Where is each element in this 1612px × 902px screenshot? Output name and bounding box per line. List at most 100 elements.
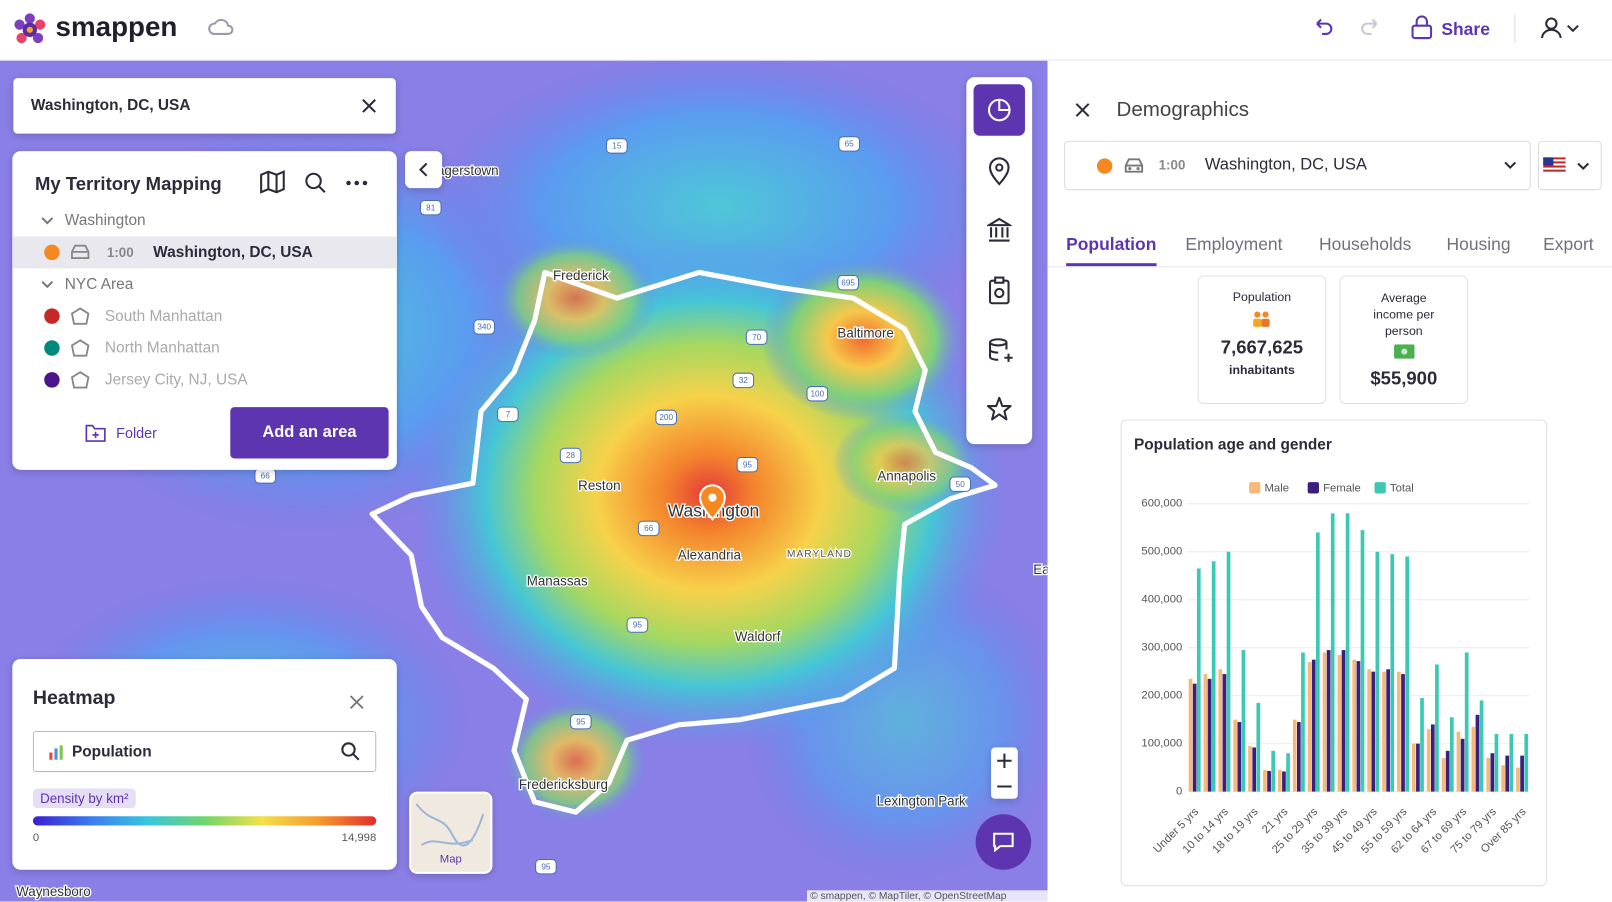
item-name: North Manhattan xyxy=(104,339,220,357)
layer-select[interactable]: Population xyxy=(32,730,377,773)
bar xyxy=(1237,722,1242,792)
polygon-icon xyxy=(70,307,90,325)
tabs: Population Employment Households Housing Exp… xyxy=(1048,0,1612,308)
tab[interactable]: Population xyxy=(1066,234,1157,267)
bar xyxy=(1252,747,1257,792)
area-color xyxy=(1096,158,1113,174)
territory-panel: My Territory Mapping Washington 1:00 Washi… xyxy=(12,151,397,470)
road-number: 28 xyxy=(566,451,576,460)
more-button[interactable] xyxy=(345,179,368,187)
place-label: Ea xyxy=(1033,562,1047,577)
clear-search[interactable] xyxy=(361,98,377,114)
y-tick-label: 200,000 xyxy=(1141,690,1182,702)
group-chevron xyxy=(41,280,54,289)
cloud-icon xyxy=(208,18,234,35)
add-area-button[interactable]: Add an area xyxy=(230,407,389,459)
area-select[interactable]: 1:00 Washington, DC, USA xyxy=(1064,140,1531,191)
tab[interactable]: Export xyxy=(1543,234,1594,254)
report-tool[interactable] xyxy=(987,276,1012,306)
road-number: 695 xyxy=(841,278,855,287)
road-shield xyxy=(570,713,592,730)
place-label: Frederick xyxy=(553,268,609,283)
undo-button[interactable] xyxy=(1311,16,1336,39)
item-color xyxy=(44,340,60,356)
close-demographics[interactable] xyxy=(1074,102,1090,118)
group-header[interactable]: Washington xyxy=(12,205,396,236)
share-button[interactable]: Share xyxy=(1441,19,1490,40)
tab[interactable]: Housing xyxy=(1446,234,1511,254)
thumbnail-label: Map xyxy=(439,853,462,866)
bar xyxy=(1371,671,1376,792)
zoom-buttons[interactable] xyxy=(995,752,1014,795)
zoom-control xyxy=(991,747,1018,799)
logo-icon xyxy=(14,13,46,44)
road-shield xyxy=(473,319,496,335)
location-pin[interactable] xyxy=(699,484,726,521)
tab[interactable]: Households xyxy=(1319,234,1412,254)
y-tick-label: 400,000 xyxy=(1141,594,1182,606)
place-label: MARYLAND xyxy=(787,549,852,560)
country-select[interactable] xyxy=(1537,140,1602,191)
demographics-tool[interactable] xyxy=(973,84,1025,136)
poi-tool[interactable] xyxy=(987,157,1012,186)
bar xyxy=(1330,513,1335,792)
bar xyxy=(1341,650,1346,792)
bar xyxy=(1218,669,1223,792)
search-button[interactable] xyxy=(303,171,328,196)
close-heatmap[interactable] xyxy=(349,694,365,710)
road-number: 95 xyxy=(633,621,643,630)
road-shield xyxy=(806,386,829,402)
territory-item[interactable]: Jersey City, NJ, USA xyxy=(12,364,396,396)
bar xyxy=(1277,770,1282,792)
bar xyxy=(1263,770,1267,792)
folder-button[interactable]: Folder xyxy=(116,424,157,442)
bar xyxy=(1449,717,1454,792)
territory-item[interactable]: North Manhattan xyxy=(12,332,396,364)
item-color xyxy=(44,244,60,261)
road-shield xyxy=(559,447,582,464)
thumbnail-art xyxy=(415,803,485,847)
tab[interactable]: Employment xyxy=(1185,234,1283,254)
layer-search[interactable] xyxy=(340,741,361,762)
bar xyxy=(1292,719,1297,792)
place-label: agerstown xyxy=(437,163,499,178)
chevron xyxy=(41,280,54,289)
bar xyxy=(1441,758,1446,792)
bar xyxy=(1416,743,1420,792)
bar xyxy=(1420,698,1424,792)
territory-item[interactable]: South Manhattan xyxy=(12,300,396,332)
group-header[interactable]: NYC Area xyxy=(12,268,396,299)
institution-tool[interactable] xyxy=(986,217,1012,244)
attribution-bg xyxy=(807,890,1048,902)
road-shield xyxy=(837,275,859,291)
bar xyxy=(1445,750,1450,792)
bar xyxy=(1267,770,1271,792)
pin-dot xyxy=(708,493,717,502)
item-color xyxy=(44,372,60,388)
redo-button[interactable] xyxy=(1358,16,1383,39)
road-number: 15 xyxy=(612,142,622,151)
territory-item[interactable]: 1:00 Washington, DC, USA xyxy=(12,236,397,269)
collapse-button[interactable] xyxy=(405,151,443,189)
bar xyxy=(1471,726,1476,792)
road-number: 66 xyxy=(261,472,271,481)
map-style-thumbnail[interactable]: Map xyxy=(409,791,493,874)
chart: 0 100,000 200,000 300,000 400,000 500,000 600,… xyxy=(1141,482,1530,856)
bar xyxy=(1196,568,1201,792)
bar xyxy=(1248,746,1252,792)
user-menu[interactable] xyxy=(1540,15,1583,42)
bar xyxy=(1475,714,1480,792)
search-box[interactable]: Washington, DC, USA xyxy=(13,78,396,134)
color-scale xyxy=(32,816,377,826)
chat-button[interactable] xyxy=(975,814,1032,870)
road-shield xyxy=(745,329,768,345)
data-tool[interactable] xyxy=(987,337,1014,364)
bar xyxy=(1326,650,1331,792)
bar xyxy=(1271,750,1276,792)
map-view-button[interactable] xyxy=(259,170,286,195)
place-label: Waldorf xyxy=(735,629,781,644)
scale-min: 0 xyxy=(32,831,40,845)
favorite-tool[interactable] xyxy=(986,396,1013,423)
